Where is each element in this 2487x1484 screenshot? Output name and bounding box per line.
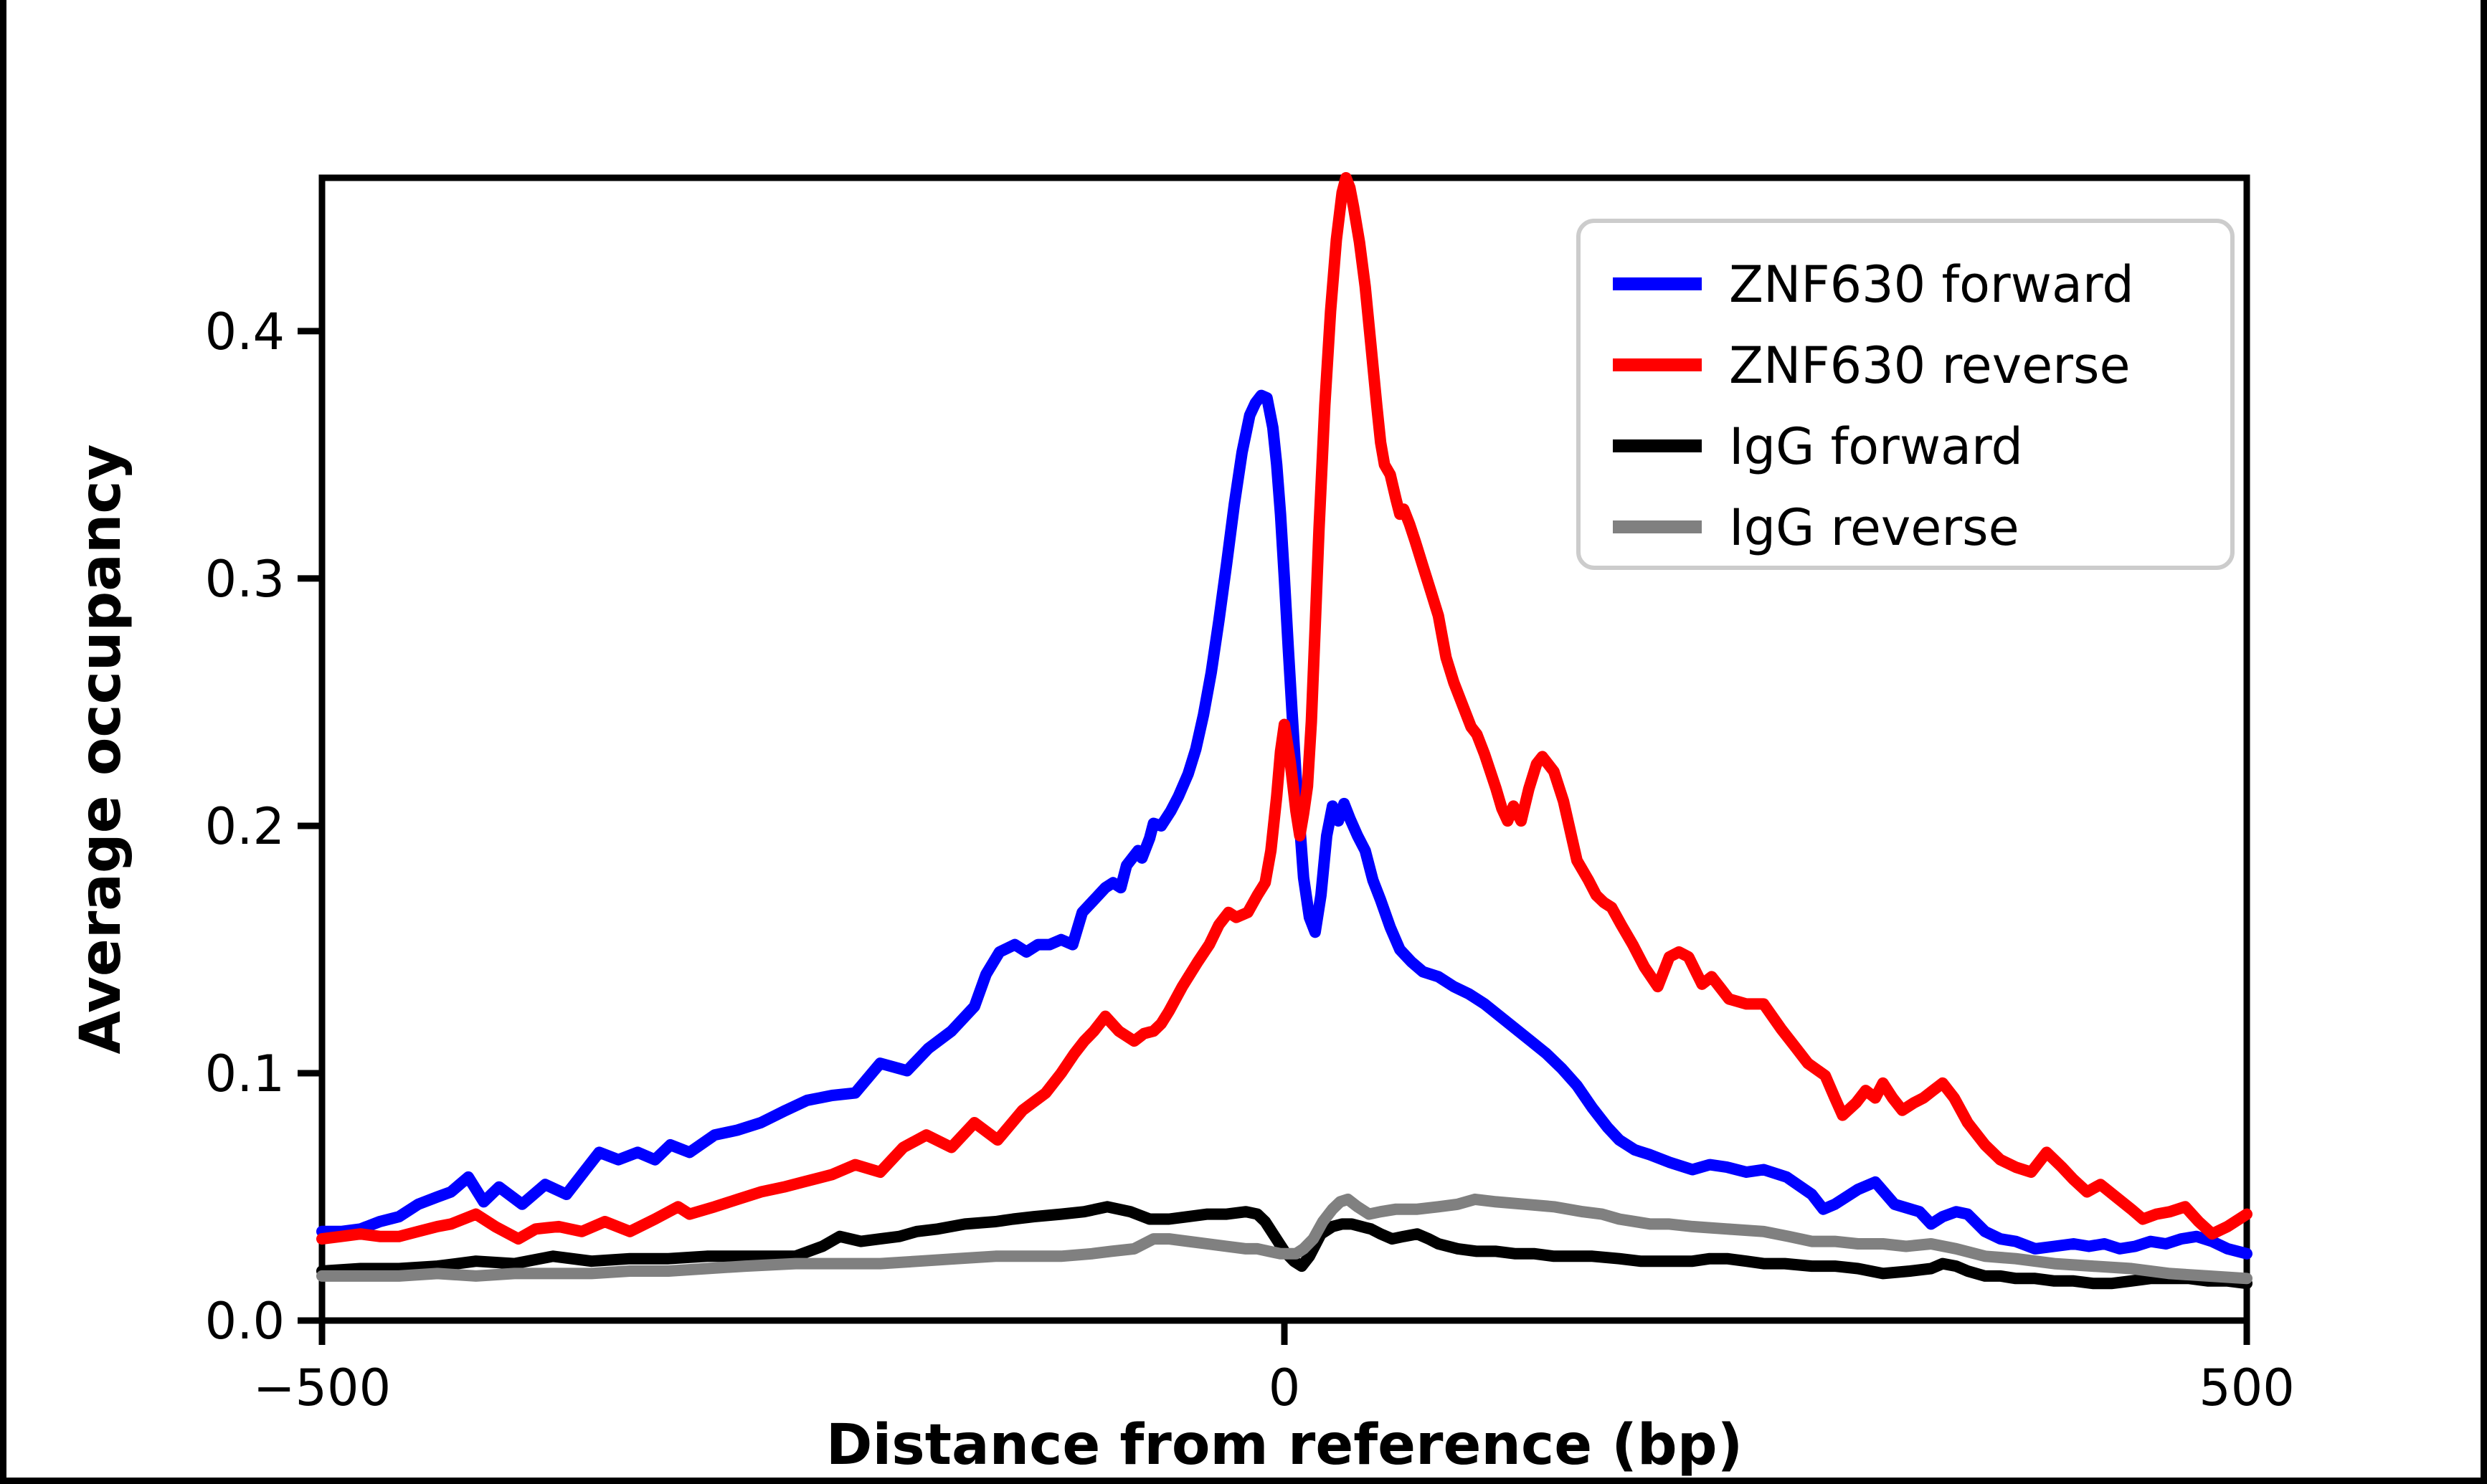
series-line-znf630-reverse: [316, 172, 2252, 1245]
x-tick-label: 0: [1269, 1359, 1301, 1417]
series-group: [316, 172, 2252, 1290]
legend-label: ZNF630 forward: [1729, 255, 2134, 314]
legend-label: IgG reverse: [1729, 498, 2019, 557]
legend: ZNF630 forward ZNF630 reverse IgG forward I…: [1576, 219, 2235, 570]
series-line-znf630-forward: [316, 389, 2252, 1260]
x-axis-label: Distance from reference (bp): [826, 1413, 1743, 1478]
y-tick-label: 0.4: [205, 303, 285, 361]
y-tick-label: 0.2: [205, 797, 285, 856]
legend-label: ZNF630 reverse: [1729, 336, 2131, 395]
y-axis-label: Average occupancy: [69, 444, 133, 1055]
legend-entry: IgG reverse: [1613, 498, 2019, 557]
x-tick-label: −500: [253, 1359, 391, 1417]
legend-label: IgG forward: [1729, 417, 2023, 476]
legend-frame: [1576, 219, 2235, 570]
x-axis-ticks: −500 0 500: [253, 1321, 2295, 1417]
y-tick-label: 0.0: [205, 1292, 285, 1351]
legend-entry: ZNF630 forward: [1613, 255, 2134, 314]
x-tick-label: 500: [2199, 1359, 2295, 1417]
occupancy-chart: −500 0 500 0.0 0.1 0.2 0.3 0.4 Distance from r…: [69, 172, 2295, 1478]
series-line-igg-reverse: [316, 1193, 2252, 1285]
legend-entry: IgG forward: [1613, 417, 2023, 476]
y-axis-ticks: 0.0 0.1 0.2 0.3 0.4: [205, 303, 322, 1351]
series-line-igg-forward: [316, 1201, 2252, 1290]
y-tick-label: 0.1: [205, 1045, 285, 1103]
legend-entry: ZNF630 reverse: [1613, 336, 2131, 395]
y-tick-label: 0.3: [205, 550, 285, 609]
